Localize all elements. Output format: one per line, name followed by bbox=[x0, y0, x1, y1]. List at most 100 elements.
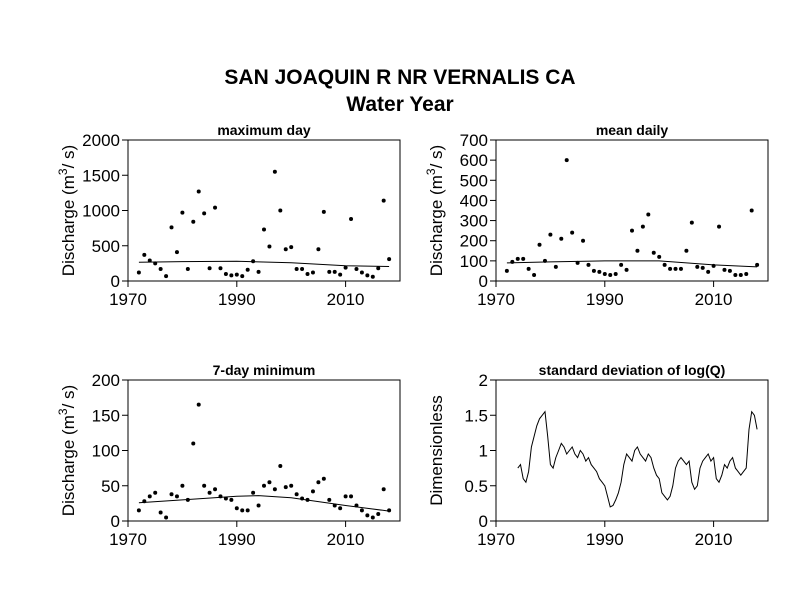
data-point bbox=[256, 503, 261, 508]
data-point bbox=[310, 489, 315, 494]
plot-frame bbox=[495, 139, 769, 282]
data-point bbox=[316, 247, 321, 252]
data-point bbox=[684, 248, 689, 253]
data-point bbox=[196, 189, 201, 194]
data-point bbox=[305, 271, 310, 276]
y-tick-label: 1500 bbox=[82, 166, 120, 185]
y-tick-label: 0 bbox=[111, 272, 120, 291]
data-point bbox=[278, 464, 283, 469]
plot-frame bbox=[127, 379, 401, 522]
data-point bbox=[223, 271, 228, 276]
data-point bbox=[553, 264, 558, 269]
data-point bbox=[651, 250, 656, 255]
x-tick-label: 1990 bbox=[218, 530, 256, 549]
y-tick-label: 200 bbox=[92, 371, 120, 390]
x-tick-label: 1990 bbox=[586, 290, 624, 309]
data-point bbox=[365, 513, 370, 518]
data-point bbox=[662, 262, 667, 267]
data-point bbox=[234, 506, 239, 511]
data-point bbox=[738, 272, 743, 277]
data-point bbox=[537, 242, 542, 247]
data-point bbox=[300, 267, 305, 272]
data-point bbox=[202, 483, 207, 488]
data-point bbox=[657, 254, 662, 259]
y-tick-label: 500 bbox=[460, 171, 488, 190]
data-point bbox=[381, 487, 386, 492]
data-point bbox=[327, 497, 332, 502]
data-point bbox=[327, 269, 332, 274]
data-point bbox=[755, 262, 760, 267]
x-tick-label: 1990 bbox=[218, 290, 256, 309]
data-point bbox=[744, 271, 749, 276]
data-point bbox=[202, 211, 207, 216]
data-point bbox=[147, 494, 152, 499]
data-point bbox=[722, 267, 727, 272]
plot-frame bbox=[127, 139, 401, 282]
data-point bbox=[381, 198, 386, 203]
data-point bbox=[733, 272, 738, 277]
x-tick-label: 1970 bbox=[109, 290, 147, 309]
data-point bbox=[521, 256, 526, 261]
data-point bbox=[245, 267, 250, 272]
data-point bbox=[191, 441, 196, 446]
data-point bbox=[613, 271, 618, 276]
data-point bbox=[185, 267, 190, 272]
data-point bbox=[278, 208, 283, 213]
data-point bbox=[668, 266, 673, 271]
x-tick-label: 2010 bbox=[327, 290, 365, 309]
y-tick-label: 600 bbox=[460, 151, 488, 170]
y-tick-label: 1 bbox=[479, 442, 488, 461]
data-point bbox=[262, 483, 266, 488]
data-point bbox=[207, 266, 212, 271]
data-point bbox=[630, 228, 634, 233]
y-tick-label: 150 bbox=[92, 406, 120, 425]
data-point bbox=[283, 247, 288, 252]
data-point bbox=[169, 492, 174, 497]
x-tick-label: 1970 bbox=[477, 530, 515, 549]
data-point bbox=[158, 267, 163, 272]
data-point bbox=[142, 252, 147, 257]
data-point bbox=[640, 224, 645, 229]
data-point bbox=[559, 236, 564, 241]
data-point bbox=[332, 269, 337, 274]
y-tick-label: 100 bbox=[92, 442, 120, 461]
data-point bbox=[229, 273, 234, 278]
y-tick-label: 0 bbox=[111, 512, 120, 531]
data-point bbox=[229, 497, 234, 502]
panel-p3: 7-day minimum 1970 1990 2010 0 50 100 150 200 Dis… bbox=[56, 362, 401, 549]
data-point bbox=[321, 209, 326, 214]
panel-p4: standard deviation of log(Q)1970 1990 2010… bbox=[427, 362, 769, 549]
y-axis-label: Discharge (m3/ s) bbox=[56, 145, 78, 276]
x-tick-label: 1970 bbox=[477, 290, 515, 309]
y-tick-label: 50 bbox=[101, 477, 120, 496]
plot-frame bbox=[495, 379, 769, 522]
panel-title: standard deviation of log(Q) bbox=[539, 362, 726, 378]
y-axis-label: Discharge (m3/ s) bbox=[424, 145, 446, 276]
y-axis-label: Dimensionless bbox=[427, 395, 446, 506]
data-point bbox=[354, 267, 359, 272]
data-point bbox=[136, 270, 141, 275]
data-point bbox=[213, 205, 218, 210]
data-point bbox=[234, 272, 239, 277]
y-tick-label: 300 bbox=[460, 212, 488, 231]
data-point bbox=[624, 267, 629, 272]
data-point bbox=[196, 402, 201, 407]
data-point bbox=[169, 225, 174, 230]
data-point bbox=[136, 508, 141, 513]
data-point bbox=[349, 494, 354, 499]
data-point bbox=[267, 244, 272, 249]
data-point bbox=[310, 270, 315, 275]
data-point bbox=[515, 256, 520, 261]
data-point bbox=[602, 271, 607, 276]
panel-title: 7-day minimum bbox=[213, 362, 316, 378]
data-point bbox=[586, 262, 591, 267]
data-point bbox=[581, 238, 586, 243]
data-point bbox=[251, 490, 256, 495]
data-point bbox=[376, 511, 381, 516]
data-point bbox=[338, 272, 343, 277]
data-point bbox=[289, 245, 294, 250]
y-tick-label: 100 bbox=[460, 252, 488, 271]
data-point bbox=[591, 268, 596, 273]
y-tick-label: 2000 bbox=[82, 131, 120, 150]
